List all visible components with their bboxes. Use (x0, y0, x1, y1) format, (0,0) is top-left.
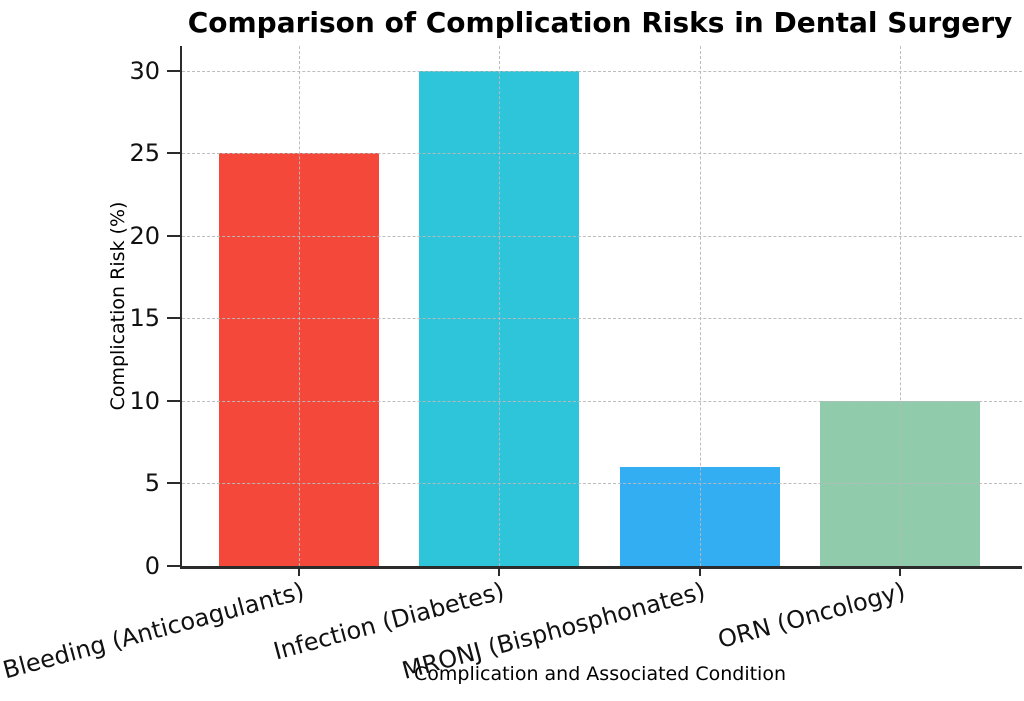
y-tick-label: 5 (144, 469, 160, 497)
vertical-gridline (499, 46, 500, 566)
vertical-gridline (900, 46, 901, 566)
y-tick-mark (167, 70, 180, 72)
y-tick-label: 25 (129, 139, 160, 167)
horizontal-gridline (182, 71, 1022, 72)
y-tick-label: 15 (129, 304, 160, 332)
horizontal-gridline (182, 483, 1022, 484)
y-tick-mark (167, 565, 180, 567)
y-tick-mark (167, 317, 180, 319)
horizontal-gridline (182, 401, 1022, 402)
x-tick-mark (498, 569, 500, 576)
y-tick-mark (167, 152, 180, 154)
y-tick-label: 0 (144, 552, 160, 580)
y-tick-mark (167, 400, 180, 402)
y-tick-label: 10 (129, 387, 160, 415)
x-tick-mark (699, 569, 701, 576)
plot-area: 0 5 10 15 20 25 30 (129, 46, 1022, 580)
vertical-gridline (700, 46, 701, 566)
y-tick-label: 30 (129, 57, 160, 85)
x-tick-mark (298, 569, 300, 576)
horizontal-gridline (182, 318, 1022, 319)
horizontal-gridline (182, 236, 1022, 237)
y-tick-mark (167, 482, 180, 484)
vertical-gridline (299, 46, 300, 566)
horizontal-gridline (182, 153, 1022, 154)
y-tick-label: 20 (129, 222, 160, 250)
x-axis-label: Complication and Associated Condition (413, 663, 787, 685)
x-tick-mark (899, 569, 901, 576)
y-tick-mark (167, 235, 180, 237)
chart-title: Comparison of Complication Risks in Dent… (187, 6, 1013, 39)
